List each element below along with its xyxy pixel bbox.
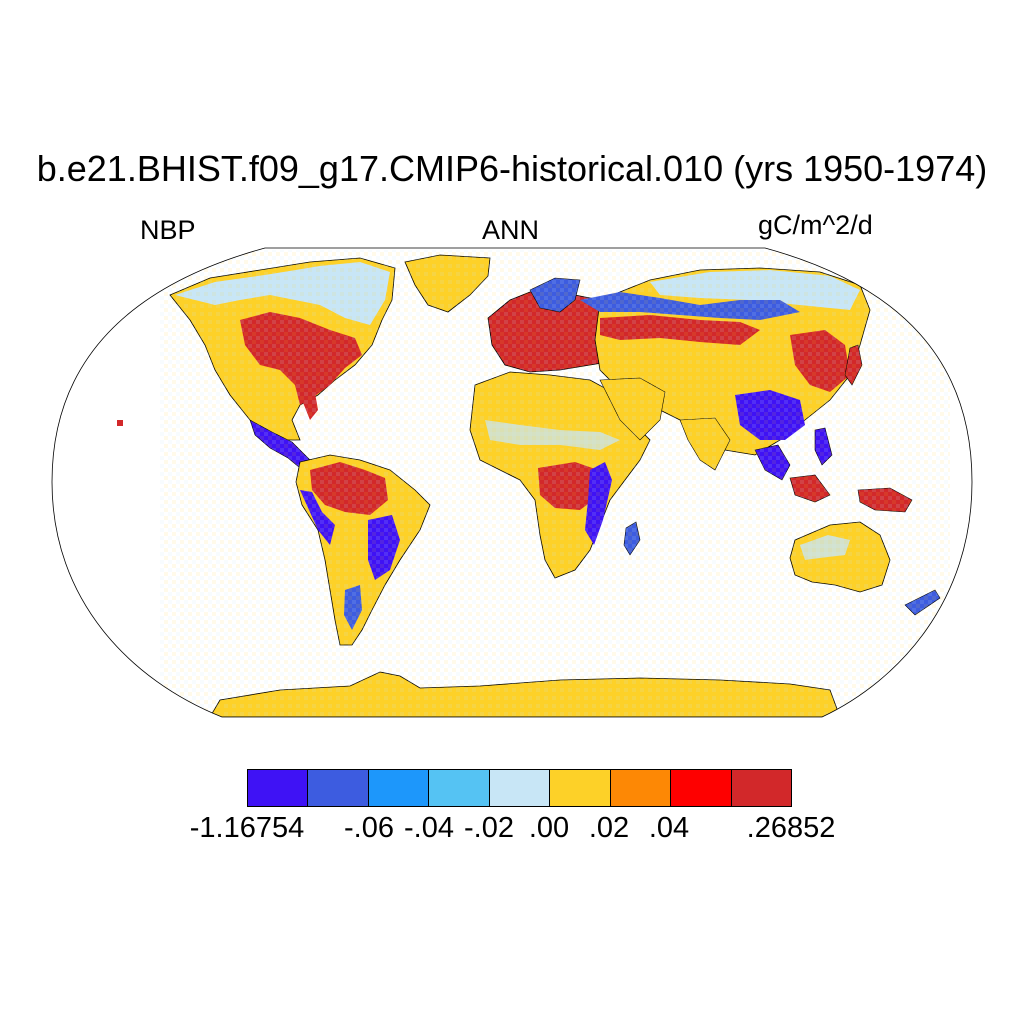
colorbar-tick-label: .26852 (746, 812, 836, 844)
colorbar-box-8 (730, 769, 792, 807)
colorbar-box-7 (670, 769, 732, 807)
colorbar-box-2 (367, 769, 430, 807)
hawaii (117, 420, 123, 426)
colorbar-tick-label: -.02 (464, 812, 514, 844)
map-boundary (51, 247, 973, 718)
plot-title: b.e21.BHIST.f09_g17.CMIP6-historical.010… (36, 148, 988, 189)
colorbar-box-3 (428, 769, 490, 807)
colorbar-tick-label: -.04 (404, 812, 454, 844)
units-label: gC/m^2/d (758, 210, 873, 240)
variable-label: NBP (140, 215, 196, 245)
colorbar-tick-label: .04 (648, 812, 690, 844)
season-label: ANN (482, 215, 540, 245)
colorbar-box-4 (488, 769, 551, 807)
colorbar-box-0 (247, 769, 309, 807)
colorbar-tick-label: -.06 (344, 812, 394, 844)
colorbar-tick-label: -1.16754 (189, 812, 305, 844)
colorbar-box-5 (549, 769, 611, 807)
colorbar-tick-label: .02 (588, 812, 630, 844)
colorbar-box-6 (609, 769, 672, 807)
map-land-group (160, 250, 950, 717)
colorbar-box-1 (307, 769, 369, 807)
colorbar-tick-label: .00 (528, 812, 570, 844)
